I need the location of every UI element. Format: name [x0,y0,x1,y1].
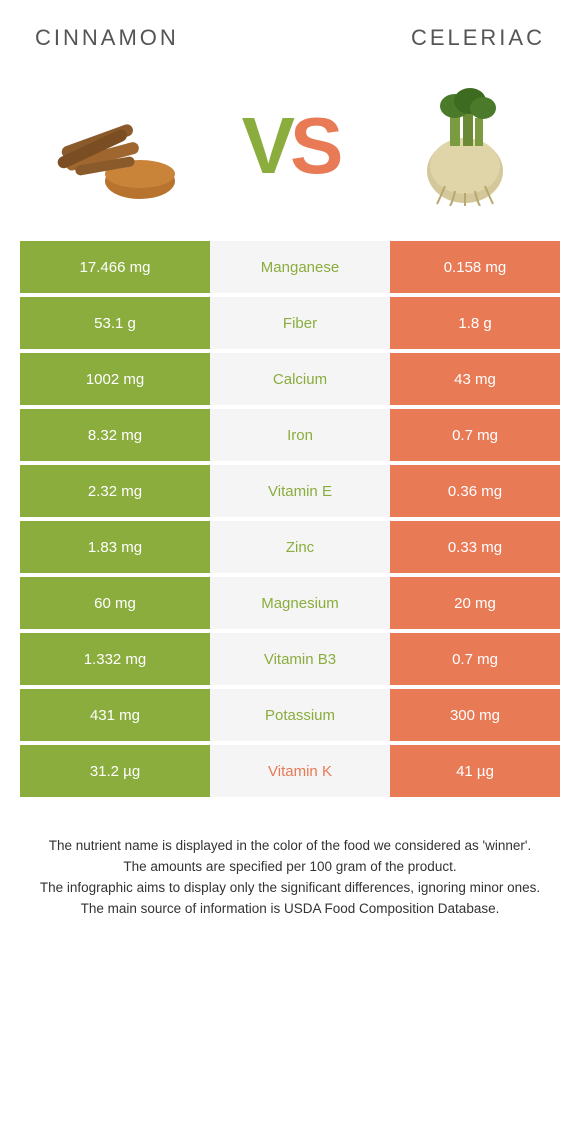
left-food-title: CINNAMON [35,25,179,51]
footer-line-4: The main source of information is USDA F… [30,900,550,919]
vs-label: VS [242,100,339,192]
celeriac-image [390,81,540,211]
right-value-cell: 0.158 mg [390,241,560,293]
table-row: 8.32 mgIron0.7 mg [20,409,560,461]
left-value-cell: 1.83 mg [20,521,210,573]
nutrient-label-cell: Zinc [210,521,390,573]
left-value-cell: 431 mg [20,689,210,741]
right-value-cell: 43 mg [390,353,560,405]
nutrient-label-cell: Vitamin K [210,745,390,797]
celeriac-icon [395,86,535,206]
comparison-table: 17.466 mgManganese0.158 mg53.1 gFiber1.8… [20,241,560,797]
vs-s: S [290,101,338,190]
right-value-cell: 41 µg [390,745,560,797]
images-row: VS [20,71,560,241]
right-value-cell: 0.33 mg [390,521,560,573]
right-value-cell: 0.7 mg [390,633,560,685]
footer-line-1: The nutrient name is displayed in the co… [30,837,550,856]
nutrient-label-cell: Vitamin E [210,465,390,517]
footer-line-2: The amounts are specified per 100 gram o… [30,858,550,877]
table-row: 2.32 mgVitamin E0.36 mg [20,465,560,517]
table-row: 1.332 mgVitamin B30.7 mg [20,633,560,685]
left-value-cell: 1002 mg [20,353,210,405]
nutrient-label-cell: Iron [210,409,390,461]
left-value-cell: 60 mg [20,577,210,629]
right-value-cell: 0.7 mg [390,409,560,461]
right-value-cell: 300 mg [390,689,560,741]
left-value-cell: 17.466 mg [20,241,210,293]
nutrient-label-cell: Vitamin B3 [210,633,390,685]
right-value-cell: 0.36 mg [390,465,560,517]
left-value-cell: 53.1 g [20,297,210,349]
nutrient-label-cell: Fiber [210,297,390,349]
nutrient-label-cell: Magnesium [210,577,390,629]
table-row: 53.1 gFiber1.8 g [20,297,560,349]
header-row: CINNAMON CELERIAC [20,25,560,51]
right-food-title: CELERIAC [411,25,545,51]
footer-line-3: The infographic aims to display only the… [30,879,550,898]
left-value-cell: 1.332 mg [20,633,210,685]
table-row: 60 mgMagnesium20 mg [20,577,560,629]
table-row: 17.466 mgManganese0.158 mg [20,241,560,293]
table-row: 31.2 µgVitamin K41 µg [20,745,560,797]
cinnamon-icon [45,86,185,206]
table-row: 431 mgPotassium300 mg [20,689,560,741]
table-row: 1.83 mgZinc0.33 mg [20,521,560,573]
nutrient-label-cell: Manganese [210,241,390,293]
nutrient-label-cell: Potassium [210,689,390,741]
left-value-cell: 8.32 mg [20,409,210,461]
table-row: 1002 mgCalcium43 mg [20,353,560,405]
vs-v: V [242,101,290,190]
left-value-cell: 2.32 mg [20,465,210,517]
right-value-cell: 20 mg [390,577,560,629]
right-value-cell: 1.8 g [390,297,560,349]
left-value-cell: 31.2 µg [20,745,210,797]
cinnamon-image [40,81,190,211]
nutrient-label-cell: Calcium [210,353,390,405]
footer-notes: The nutrient name is displayed in the co… [20,837,560,919]
